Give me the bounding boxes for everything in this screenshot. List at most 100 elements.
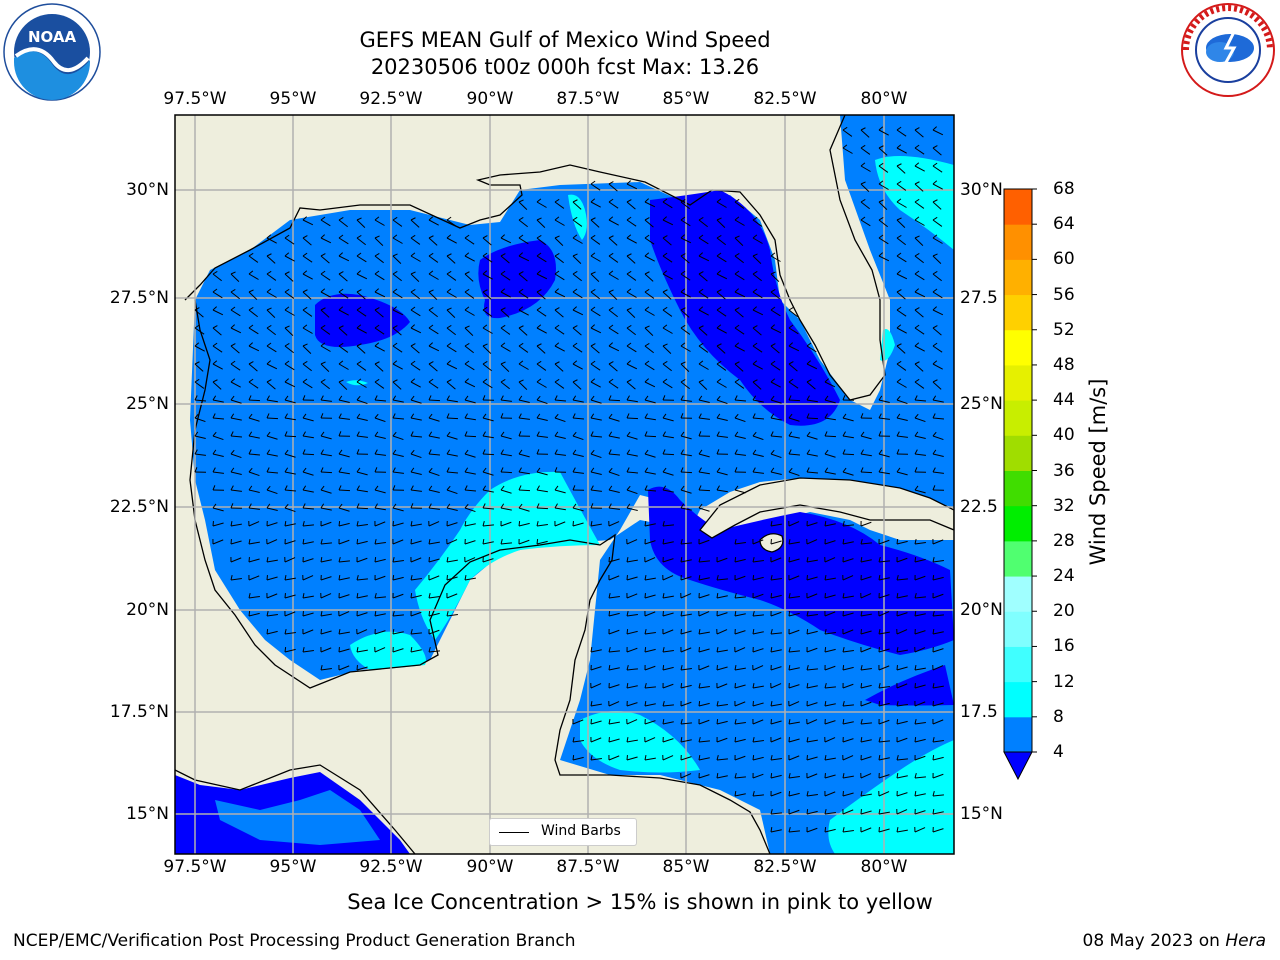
wind-barb	[194, 453, 206, 456]
wind-barb	[878, 183, 889, 190]
wind-barb	[770, 327, 782, 334]
wind-barb-flag	[410, 289, 416, 293]
wind-barb	[932, 183, 943, 190]
wind-barb-flag	[878, 199, 884, 203]
wind-barb	[554, 363, 564, 372]
wind-barb-flag	[374, 342, 380, 347]
wind-barb	[266, 435, 278, 440]
wind-barb-flag	[878, 683, 881, 689]
wind-barb-flag	[374, 556, 377, 563]
lat-tick-right: 15°N	[960, 804, 1003, 824]
wind-barb	[590, 381, 601, 388]
wind-barb-flag	[644, 574, 647, 581]
lon-tick-bottom: 90°W	[466, 857, 514, 877]
wind-barb	[374, 291, 386, 298]
wind-barb-flag	[716, 198, 722, 203]
wind-barb	[554, 521, 566, 527]
wind-barb-flag	[878, 628, 881, 635]
wind-barb-flag	[734, 431, 739, 437]
wind-barb-flag	[410, 646, 413, 653]
wind-barb-flag	[284, 503, 289, 509]
wind-barb-flag	[428, 538, 431, 545]
wind-barb	[284, 611, 296, 617]
wind-barb	[608, 417, 620, 422]
wind-barb	[896, 327, 907, 334]
wind-barb-flag	[914, 181, 920, 185]
wind-barb-flag	[320, 467, 324, 473]
wind-barb	[464, 255, 475, 262]
wind-barb-flag	[572, 288, 578, 293]
wind-barb	[680, 345, 691, 352]
wind-barb	[788, 471, 800, 477]
wind-barb	[428, 273, 439, 280]
wind-barb-flag	[536, 449, 540, 455]
wind-barb-flag	[500, 485, 505, 491]
wind-barb	[392, 522, 404, 527]
wind-barb-flag	[752, 574, 755, 581]
wind-barb	[878, 539, 890, 545]
wind-barb	[248, 453, 261, 456]
wind-barb	[428, 237, 438, 246]
wind-barb-flag	[428, 449, 432, 455]
wind-barb-flag	[644, 683, 647, 689]
wind-barb-flag	[932, 379, 938, 383]
wind-barb-flag	[878, 700, 881, 707]
wind-barb	[734, 417, 746, 423]
wind-barb	[878, 417, 890, 420]
wind-barb	[662, 595, 674, 599]
colorbar-segment	[1004, 189, 1032, 225]
wind-barb	[572, 291, 583, 299]
legend-line-icon	[499, 832, 529, 833]
wind-barb-flag	[428, 235, 434, 239]
wind-barb	[572, 381, 582, 390]
wind-barb	[284, 471, 296, 475]
wind-barb	[392, 345, 403, 353]
wind-barb	[284, 453, 296, 458]
wind-barb	[932, 593, 944, 599]
wind-barb	[626, 559, 638, 563]
wind-barb	[716, 381, 727, 388]
wind-barb	[518, 345, 529, 353]
wind-barb	[428, 453, 441, 456]
wind-barb-flag	[608, 252, 614, 257]
wind-barb	[626, 719, 638, 725]
wind-barb	[842, 721, 854, 725]
wind-barb	[572, 739, 584, 743]
wind-barb	[896, 758, 908, 761]
wind-barb-flag	[842, 449, 846, 455]
wind-barb	[356, 237, 366, 246]
wind-barb-flag	[770, 306, 776, 311]
wind-barb-flag	[716, 467, 721, 473]
wind-barb	[752, 559, 764, 563]
wind-barb	[932, 381, 942, 390]
wind-barb	[878, 648, 890, 653]
wind-barb-flag	[248, 431, 253, 437]
wind-barb	[230, 381, 241, 388]
wind-barb	[356, 649, 368, 653]
wind-barb-flag	[266, 379, 272, 383]
wind-barb	[374, 363, 384, 372]
wind-barb	[536, 345, 546, 354]
wind-barb	[446, 471, 459, 474]
wind-barb-flag	[248, 324, 254, 329]
wind-barb	[878, 577, 890, 581]
wind-barb	[410, 381, 421, 388]
wind-barb	[644, 540, 656, 545]
wind-barb	[698, 631, 710, 635]
wind-barb	[572, 219, 583, 227]
wind-barb-flag	[374, 593, 377, 599]
wind-barb	[932, 363, 943, 370]
colorbar-label: Wind Speed [m/s]	[1086, 378, 1110, 566]
wind-barb	[338, 539, 350, 545]
wind-barb	[464, 417, 476, 421]
wind-barb-flag	[446, 395, 450, 401]
wind-barb-flag	[770, 395, 775, 401]
wind-barb	[410, 489, 422, 492]
wind-barb	[698, 702, 710, 707]
wind-barb	[860, 147, 871, 155]
wind-barb-flag	[230, 306, 236, 311]
wind-barb-flag	[500, 379, 506, 383]
wind-barb-flag	[356, 217, 362, 221]
wind-barb	[572, 345, 583, 353]
wind-barb-flag	[518, 271, 524, 275]
